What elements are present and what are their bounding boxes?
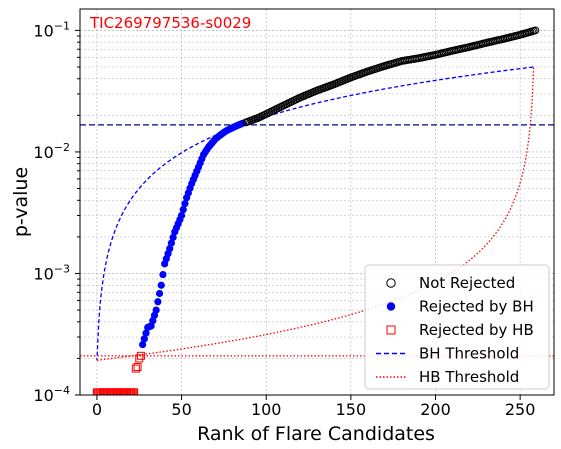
rejected-by-bh-point: [169, 233, 177, 242]
y-axis-title: p-value: [10, 167, 32, 237]
rejected-by-hb-point: [131, 364, 140, 373]
y-tick-label: 10−4: [33, 384, 70, 405]
threshold-lines: [80, 66, 554, 361]
legend: Not Rejected Rejected by BH Rejected by HB…: [364, 264, 550, 390]
not-rejected-point: [531, 26, 540, 35]
legend-label: Not Rejected: [419, 274, 515, 292]
legend-marker-rejected-hb: [386, 325, 396, 335]
rejected-by-bh-point: [152, 306, 160, 314]
bh-threshold-curve: [96, 66, 534, 361]
x-axis-title: Rank of Flare Candidates: [197, 423, 435, 445]
legend-label: Rejected by BH: [419, 298, 534, 316]
rejected-by-bh-point: [157, 281, 165, 289]
rejected-by-bh-point: [167, 239, 176, 247]
rejected-by-hb-point: [129, 388, 138, 395]
rejected-by-bh-point: [181, 200, 189, 208]
rejected-by-bh-point: [142, 329, 150, 337]
rejected-by-bh-point: [140, 335, 148, 343]
legend-label: Rejected by HB: [419, 321, 534, 339]
grid: [80, 9, 554, 396]
x-tick-label: 0: [92, 400, 102, 419]
data-points: [92, 26, 540, 395]
y-tick-label: 10−2: [33, 141, 70, 162]
legend-label: BH Threshold: [419, 345, 519, 363]
ticks: 0 50 100 150 200 250 10−4 10−3 10−2 10−1: [33, 19, 535, 419]
x-tick-label: 200: [420, 400, 451, 419]
y-tick-label: 10−1: [33, 19, 70, 40]
x-tick-label: 50: [171, 400, 191, 419]
rejected-by-bh-point: [179, 205, 187, 214]
rejected-by-hb-point: [133, 362, 142, 371]
legend-marker-rejected-bh: [386, 302, 396, 311]
legend-label: HB Threshold: [419, 368, 519, 386]
rejected-by-hb-point: [135, 354, 144, 363]
rejected-by-hb-point: [136, 351, 145, 360]
y-tick-label: 10−3: [33, 262, 70, 283]
rejected-by-bh-point: [159, 270, 167, 279]
x-tick-label: 250: [505, 400, 536, 419]
rejected-by-bh-point: [154, 298, 162, 306]
chart-annotation: TIC269797536-s0029: [89, 14, 251, 32]
plot-frame: [79, 8, 555, 396]
rejected-by-bh-point: [139, 340, 147, 349]
hb-threshold-curve: [96, 66, 535, 361]
x-tick-label: 100: [251, 400, 282, 419]
rejected-by-bh-point: [177, 211, 186, 220]
rejected-by-bh-point: [155, 289, 164, 298]
legend-marker-not-rejected: [386, 278, 396, 288]
rejected-by-bh-point: [166, 245, 174, 253]
x-tick-label: 150: [336, 400, 367, 419]
legend-box: [364, 264, 550, 390]
